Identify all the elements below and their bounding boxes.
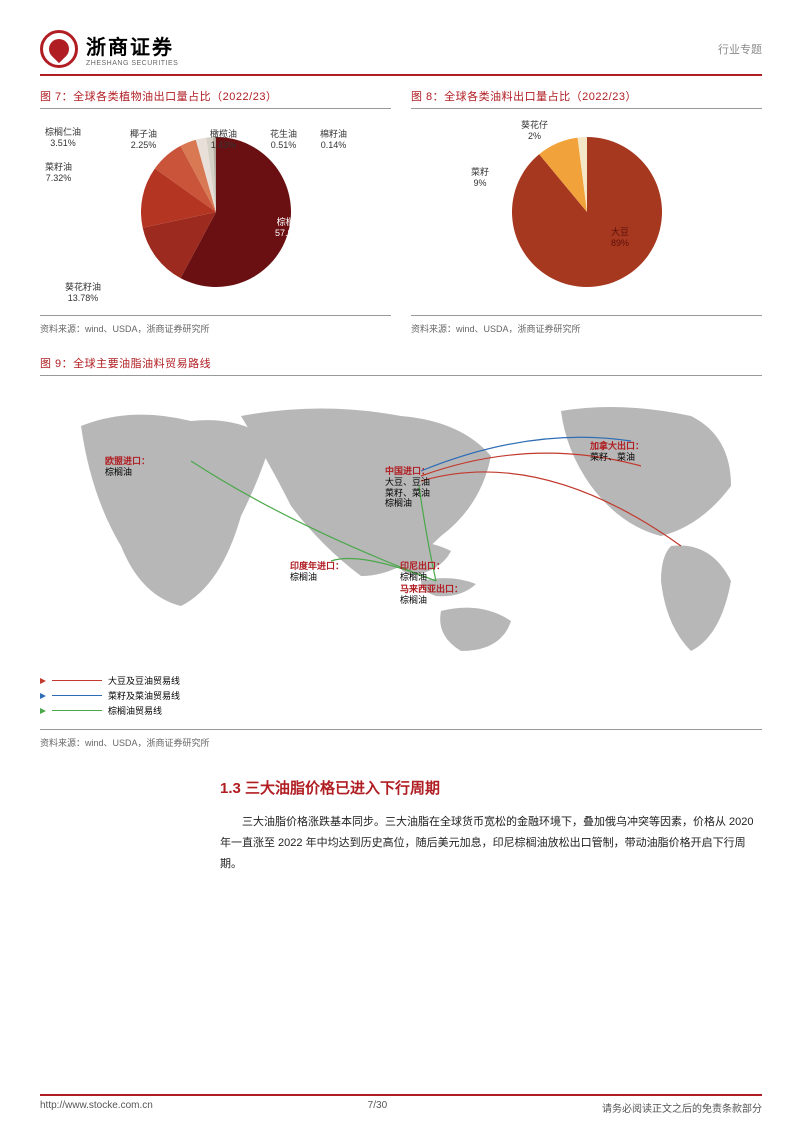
pie7-label: 花生油0.51% bbox=[270, 129, 297, 151]
fig7-pie-chart: 棕榈油57.85% 葵花籽油13.78% 豆油13.22% 菜籽油7.32% 棕榈仁油3… bbox=[40, 117, 391, 307]
footer-disclaimer: 请务必阅读正文之后的免责条款部分 bbox=[602, 1100, 762, 1115]
pie7-label: 葵花籽油13.78% bbox=[65, 282, 101, 304]
page-header: 浙商证券 ZHESHANG SECURITIES 行业专题 bbox=[40, 30, 762, 76]
fig9-map: 欧盟进口：棕榈油中国进口：大豆、豆油菜籽、菜油棕榈油印度年进口：棕榈油印尼出口：… bbox=[40, 386, 762, 666]
legend-item: 棕榈油贸易线 bbox=[40, 704, 762, 717]
fig8-source: 资料来源：wind、USDA，浙商证券研究所 bbox=[411, 322, 762, 335]
pie7-label: 椰子油2.25% bbox=[130, 129, 157, 151]
pie8-label: 葵花仔2% bbox=[521, 120, 548, 142]
page-footer: http://www.stocke.com.cn 7/30 请务必阅读正文之后的… bbox=[40, 1094, 762, 1115]
pie7-label: 棉籽油0.14% bbox=[320, 129, 347, 151]
pie8-label: 大豆89% bbox=[611, 227, 629, 249]
fig9-source: 资料来源：wind、USDA，浙商证券研究所 bbox=[40, 736, 762, 749]
pie7-label: 豆油13.22% bbox=[65, 197, 96, 219]
brand-block: 浙商证券 ZHESHANG SECURITIES bbox=[40, 30, 178, 68]
brand-en: ZHESHANG SECURITIES bbox=[86, 60, 178, 67]
fig8-title: 图 8：全球各类油料出口量占比（2022/23） bbox=[411, 88, 762, 104]
pie8-label: 菜籽9% bbox=[471, 167, 489, 189]
brand-cn: 浙商证券 bbox=[86, 31, 178, 60]
pie7-label: 棕榈仁油3.51% bbox=[45, 127, 81, 149]
fig8-pie-chart: 大豆89% 菜籽9% 葵花仔2% bbox=[411, 117, 762, 307]
logo-icon bbox=[40, 30, 78, 68]
section-paragraph: 三大油脂价格涨跌基本同步。三大油脂在全球货币宽松的金融环境下，叠加俄乌冲突等因素… bbox=[220, 812, 762, 875]
fig7-source: 资料来源：wind、USDA，浙商证券研究所 bbox=[40, 322, 391, 335]
pie7-label: 菜籽油7.32% bbox=[45, 162, 72, 184]
fig9-legend: 大豆及豆油贸易线菜籽及菜油贸易线棕榈油贸易线 bbox=[40, 674, 762, 717]
fig9-title: 图 9：全球主要油脂油料贸易路线 bbox=[40, 355, 762, 371]
footer-url: http://www.stocke.com.cn bbox=[40, 1100, 153, 1115]
pie7-label: 棕榈油57.85% bbox=[275, 217, 306, 239]
doc-category: 行业专题 bbox=[718, 41, 762, 57]
fig7-title: 图 7：全球各类植物油出口量占比（2022/23） bbox=[40, 88, 391, 104]
section-heading: 1.3 三大油脂价格已进入下行周期 bbox=[220, 777, 762, 798]
legend-item: 大豆及豆油贸易线 bbox=[40, 674, 762, 687]
pie7-label: 橄榄油1.43% bbox=[210, 129, 237, 151]
legend-item: 菜籽及菜油贸易线 bbox=[40, 689, 762, 702]
footer-page: 7/30 bbox=[368, 1100, 387, 1115]
